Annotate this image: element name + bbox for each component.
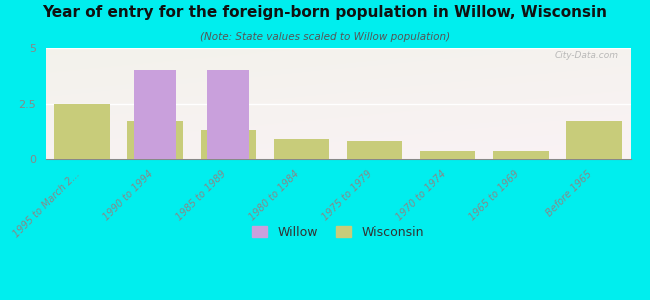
Text: (Note: State values scaled to Willow population): (Note: State values scaled to Willow pop… bbox=[200, 32, 450, 41]
Bar bbox=[135, 70, 176, 159]
Bar bbox=[274, 139, 329, 159]
Legend: Willow, Wisconsin: Willow, Wisconsin bbox=[247, 221, 429, 244]
Bar bbox=[127, 121, 183, 159]
Bar bbox=[347, 141, 402, 159]
Bar bbox=[200, 130, 256, 159]
Bar bbox=[420, 151, 476, 159]
Bar bbox=[493, 151, 549, 159]
Bar bbox=[54, 103, 110, 159]
Text: City-Data.com: City-Data.com bbox=[555, 51, 619, 60]
Bar bbox=[566, 121, 621, 159]
Bar bbox=[207, 70, 249, 159]
Text: Year of entry for the foreign-born population in Willow, Wisconsin: Year of entry for the foreign-born popul… bbox=[42, 4, 608, 20]
